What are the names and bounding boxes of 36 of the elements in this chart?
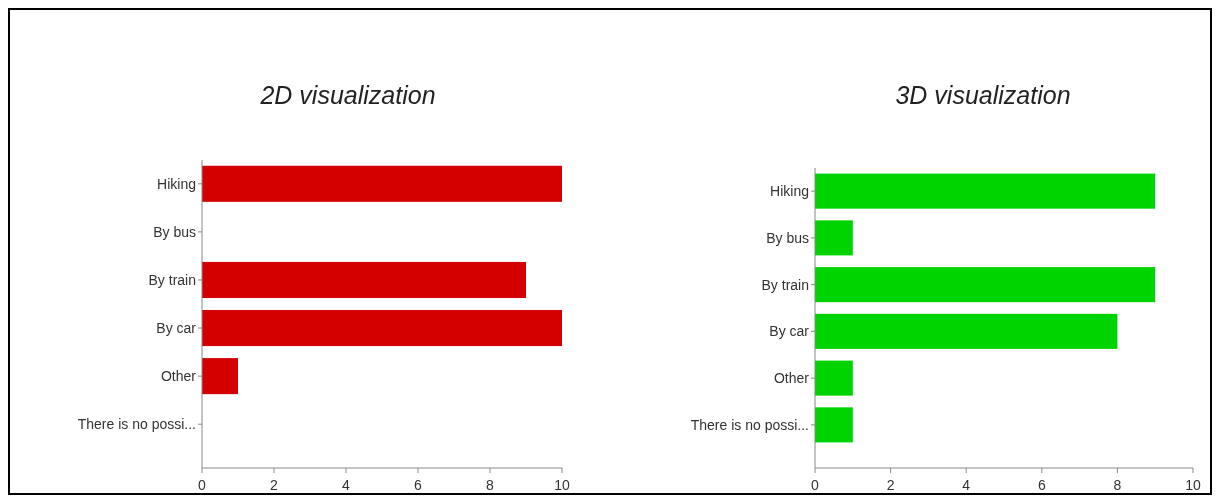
y-tick-label: Other <box>160 368 197 385</box>
x-tick-label: 6 <box>414 477 423 493</box>
x-tick-label: 0 <box>198 477 207 493</box>
y-tick-label: There is no possi... <box>77 416 196 433</box>
x-tick-label: 10 <box>554 477 570 493</box>
y-tick-label: By car <box>156 320 197 337</box>
bar <box>815 407 853 443</box>
x-tick-label: 8 <box>1113 477 1122 493</box>
x-tick-label: 2 <box>270 477 279 493</box>
y-tick-label: By bus <box>766 229 809 246</box>
bar <box>202 310 562 347</box>
x-tick-label: 8 <box>486 477 495 493</box>
bar <box>202 261 526 298</box>
y-tick-label: By train <box>761 276 809 293</box>
bar <box>815 360 853 396</box>
chart-title: 2D visualization <box>259 81 436 109</box>
x-tick-label: 6 <box>1037 477 1046 493</box>
chart-title: 3D visualization <box>895 81 1071 109</box>
y-tick-label: By train <box>148 271 196 288</box>
x-tick-label: 0 <box>811 477 820 493</box>
y-tick-label: By bus <box>153 223 196 240</box>
y-tick-label: By car <box>769 323 810 340</box>
y-tick-label: There is no possi... <box>690 416 809 433</box>
x-tick-label: 10 <box>1185 477 1201 493</box>
x-tick-label: 2 <box>886 477 895 493</box>
y-tick-label: Hiking <box>770 183 809 200</box>
bar <box>815 267 1156 303</box>
bar <box>815 220 853 256</box>
y-tick-label: Other <box>773 370 810 387</box>
x-tick-label: 4 <box>962 477 971 493</box>
bar <box>202 165 562 202</box>
x-tick-label: 4 <box>342 477 351 493</box>
bar <box>815 313 1118 349</box>
y-tick-label: Hiking <box>157 175 196 192</box>
bar <box>815 173 1156 209</box>
bar <box>202 358 238 395</box>
